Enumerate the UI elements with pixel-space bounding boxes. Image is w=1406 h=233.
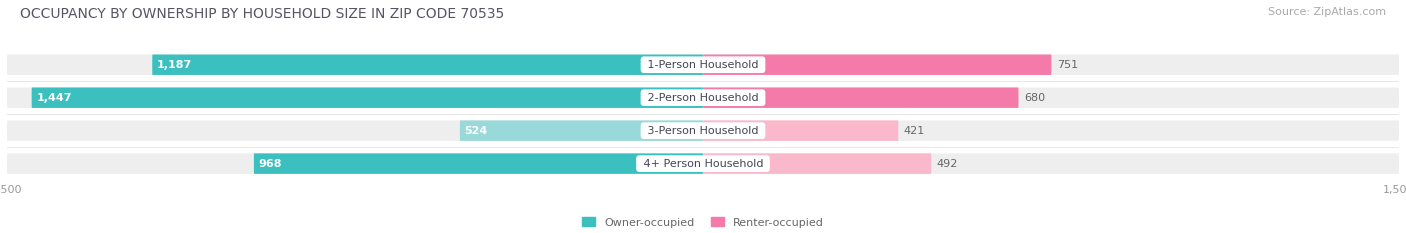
Text: 751: 751 xyxy=(1057,60,1078,70)
Text: 1,447: 1,447 xyxy=(37,93,72,103)
Text: 1-Person Household: 1-Person Household xyxy=(644,60,762,70)
FancyBboxPatch shape xyxy=(7,153,1399,174)
Legend: Owner-occupied, Renter-occupied: Owner-occupied, Renter-occupied xyxy=(582,217,824,228)
FancyBboxPatch shape xyxy=(703,55,1052,75)
Text: 968: 968 xyxy=(259,159,283,169)
Text: 680: 680 xyxy=(1024,93,1045,103)
FancyBboxPatch shape xyxy=(703,153,931,174)
FancyBboxPatch shape xyxy=(460,120,703,141)
Text: 1,187: 1,187 xyxy=(157,60,193,70)
Text: 421: 421 xyxy=(904,126,925,136)
FancyBboxPatch shape xyxy=(703,87,1018,108)
FancyBboxPatch shape xyxy=(7,55,1399,75)
Text: 2-Person Household: 2-Person Household xyxy=(644,93,762,103)
FancyBboxPatch shape xyxy=(152,55,703,75)
Text: OCCUPANCY BY OWNERSHIP BY HOUSEHOLD SIZE IN ZIP CODE 70535: OCCUPANCY BY OWNERSHIP BY HOUSEHOLD SIZE… xyxy=(20,7,503,21)
FancyBboxPatch shape xyxy=(7,87,1399,108)
FancyBboxPatch shape xyxy=(7,120,1399,141)
FancyBboxPatch shape xyxy=(703,120,898,141)
Text: 3-Person Household: 3-Person Household xyxy=(644,126,762,136)
Text: Source: ZipAtlas.com: Source: ZipAtlas.com xyxy=(1268,7,1386,17)
FancyBboxPatch shape xyxy=(254,153,703,174)
Text: 492: 492 xyxy=(936,159,959,169)
Text: 4+ Person Household: 4+ Person Household xyxy=(640,159,766,169)
Text: 524: 524 xyxy=(464,126,488,136)
FancyBboxPatch shape xyxy=(31,87,703,108)
